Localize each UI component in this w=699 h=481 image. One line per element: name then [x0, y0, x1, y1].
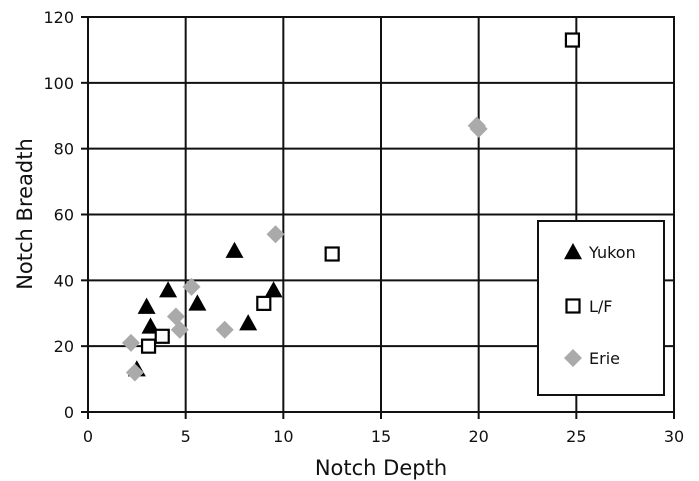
y-axis-title: Notch Breadth — [13, 138, 37, 290]
x-tick-label: 20 — [468, 427, 488, 446]
legend-box — [537, 220, 665, 396]
y-tick-label: 100 — [43, 74, 74, 93]
y-tick-label: 60 — [54, 206, 74, 225]
yukon-point — [159, 281, 178, 298]
x-tick-label: 25 — [566, 427, 586, 446]
legend-marker-yukon — [564, 243, 582, 260]
y-tick-label: 0 — [64, 403, 74, 422]
y-tick-label: 20 — [54, 337, 74, 356]
legend-label-erie: Erie — [589, 349, 620, 368]
erie-point — [182, 277, 201, 296]
x-tick-label: 10 — [273, 427, 293, 446]
l-f-point — [256, 295, 272, 311]
yukon-point — [137, 297, 156, 314]
l-f-point — [140, 338, 157, 354]
erie-point — [170, 320, 189, 339]
x-tick-label: 0 — [83, 427, 93, 446]
erie-point — [125, 363, 144, 382]
legend: Yukon L/F Erie — [537, 220, 665, 396]
tick-labels: 0 5 10 15 20 25 30 0 20 40 60 80 100 120 — [43, 8, 684, 446]
y-tick-label: 80 — [54, 140, 74, 159]
erie-point — [266, 225, 285, 244]
yukon-point — [239, 314, 258, 331]
erie-point — [469, 119, 488, 138]
legend-label-yukon: Yukon — [588, 243, 636, 262]
erie-point — [215, 320, 234, 339]
yukon-point — [188, 294, 207, 311]
erie-point — [166, 307, 185, 326]
x-tick-label: 5 — [181, 427, 191, 446]
yukon-point — [225, 241, 244, 258]
x-tick-label: 30 — [664, 427, 684, 446]
erie-point — [121, 333, 140, 352]
y-tick-label: 120 — [43, 8, 74, 27]
plot-frame — [87, 16, 675, 413]
legend-label-l-f: L/F — [589, 297, 613, 316]
l-f-point — [564, 32, 581, 48]
data-points — [121, 32, 581, 382]
legend-marker-l-f — [565, 298, 581, 314]
x-tick-label: 15 — [371, 427, 391, 446]
legend-marker-erie — [564, 349, 582, 367]
l-f-point — [154, 328, 170, 344]
yukon-point — [264, 281, 283, 298]
l-f-point — [324, 246, 340, 262]
x-axis-title: Notch Depth — [315, 456, 447, 480]
y-tick-label: 40 — [54, 271, 74, 290]
